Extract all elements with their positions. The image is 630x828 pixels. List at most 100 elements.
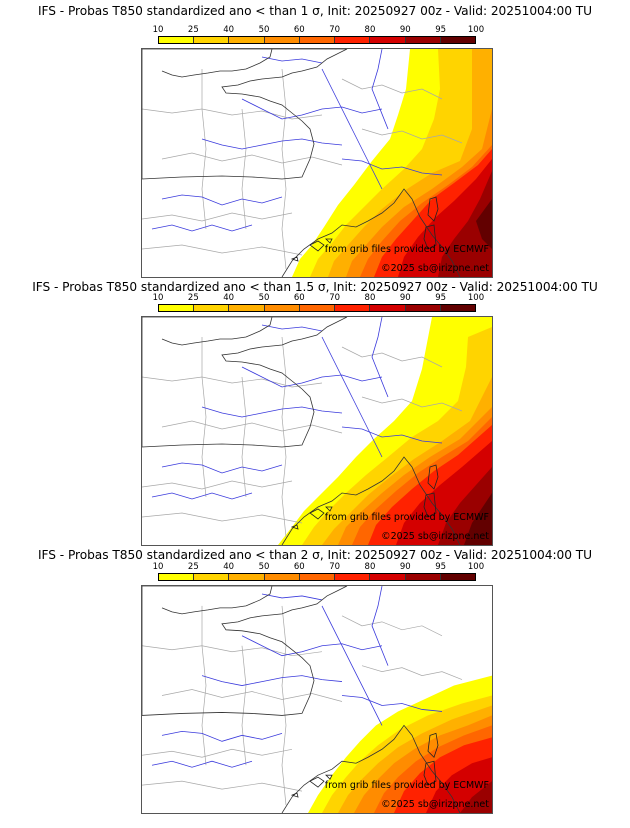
colorbar-tick: 90: [399, 562, 411, 572]
river: [371, 317, 389, 398]
admin-border: [201, 337, 207, 498]
coastline: [142, 317, 348, 448]
river: [371, 586, 389, 666]
colorbar-segment: [405, 37, 441, 43]
admin-border: [142, 376, 323, 388]
colorbar-tick: 10: [152, 25, 164, 35]
colorbar-segment: [159, 37, 195, 43]
river: [201, 675, 343, 686]
river: [341, 426, 443, 444]
colorbar-tick: 95: [435, 25, 447, 35]
colorbar-tick: 100: [467, 293, 485, 303]
corsica-sardinia-outline: [423, 732, 439, 786]
colorbar-tick: 100: [467, 25, 485, 35]
admin-border: [142, 645, 323, 657]
colorbar-tick: 90: [399, 293, 411, 303]
colorbar-tick: 80: [364, 293, 376, 303]
colorbar-tick: 60: [293, 293, 305, 303]
river: [201, 406, 343, 418]
colorbar-tick: 10: [152, 293, 164, 303]
admin-border: [281, 336, 287, 538]
river: [261, 593, 323, 601]
colorbar-segment: [440, 37, 475, 43]
panel-title: IFS - Probas T850 standardized ano < tha…: [32, 280, 598, 294]
admin-border: [142, 480, 293, 490]
colorbar-segment: [405, 574, 441, 580]
map-2: from grib files provided by ECMWF ©2025 …: [141, 316, 493, 546]
admin-border: [241, 645, 247, 766]
probability-band: [438, 171, 492, 277]
river: [151, 492, 253, 500]
colorbar-tick: 95: [435, 562, 447, 572]
admin-border: [241, 108, 247, 230]
map-canvas: [142, 49, 492, 277]
river: [321, 605, 383, 726]
map-canvas: [142, 586, 492, 813]
colorbar-tick: 90: [399, 25, 411, 35]
coastline-uk: [161, 586, 273, 615]
admin-border: [142, 244, 303, 256]
colorbar-tick: 95: [435, 293, 447, 303]
river: [371, 49, 389, 130]
colorbar: [158, 573, 476, 581]
river: [151, 760, 253, 768]
admin-border: [142, 108, 323, 120]
colorbar-segment: [299, 574, 336, 580]
colorbar-segment: [370, 305, 406, 311]
admin-border: [281, 605, 287, 806]
river: [201, 138, 343, 150]
colorbar-tick: 40: [223, 293, 235, 303]
colorbar-segment: [229, 37, 265, 43]
colorbar-tick: 100: [467, 562, 485, 572]
colorbar-segment: [264, 574, 300, 580]
admin-border: [142, 212, 293, 222]
colorbar-tick: 25: [187, 293, 199, 303]
copyright-credit: ©2025 sb@irizpne.net: [381, 263, 489, 274]
river: [161, 194, 283, 206]
admin-border: [341, 78, 443, 100]
admin-border: [142, 748, 293, 758]
colorbar-tick: 50: [258, 293, 270, 303]
admin-border: [161, 420, 343, 434]
admin-border: [361, 396, 463, 412]
colorbar-segment: [299, 37, 336, 43]
probability-band: [460, 781, 492, 813]
colorbar-segment: [440, 305, 475, 311]
colorbar-tick: 70: [329, 293, 341, 303]
map-canvas: [142, 317, 492, 545]
probability-band: [464, 493, 492, 545]
colorbar-tick: 50: [258, 562, 270, 572]
corsica-sardinia-outline: [423, 196, 439, 250]
colorbar-tick: 25: [187, 562, 199, 572]
admin-border: [201, 69, 207, 230]
coastline: [142, 49, 348, 180]
colorbar-segment: [405, 305, 441, 311]
colorbar-tick: 70: [329, 25, 341, 35]
river: [341, 695, 443, 712]
river: [321, 68, 383, 190]
admin-border: [281, 68, 287, 270]
panel-title: IFS - Probas T850 standardized ano < tha…: [37, 548, 593, 562]
admin-border: [341, 346, 443, 368]
colorbar-segment: [229, 305, 265, 311]
colorbar-segment: [264, 37, 300, 43]
river: [241, 635, 383, 657]
river: [241, 366, 383, 388]
colorbar-segment: [159, 574, 195, 580]
map-3: from grib files provided by ECMWF ©2025 …: [141, 585, 493, 814]
river: [241, 98, 383, 120]
admin-border: [161, 152, 343, 166]
colorbar-ticks: 10 25 40 50 60 70 80 90 95 100: [153, 293, 485, 303]
colorbar-segment: [370, 574, 406, 580]
river: [341, 158, 443, 176]
colorbar-segment: [370, 37, 406, 43]
balearic-outline: [290, 774, 333, 798]
admin-border: [341, 615, 443, 637]
colorbar: [158, 304, 476, 312]
river: [161, 462, 283, 474]
colorbar-segment: [299, 305, 336, 311]
river: [261, 324, 323, 332]
colorbar-segment: [159, 305, 195, 311]
colorbar-tick: 80: [364, 562, 376, 572]
probability-band: [476, 199, 492, 249]
